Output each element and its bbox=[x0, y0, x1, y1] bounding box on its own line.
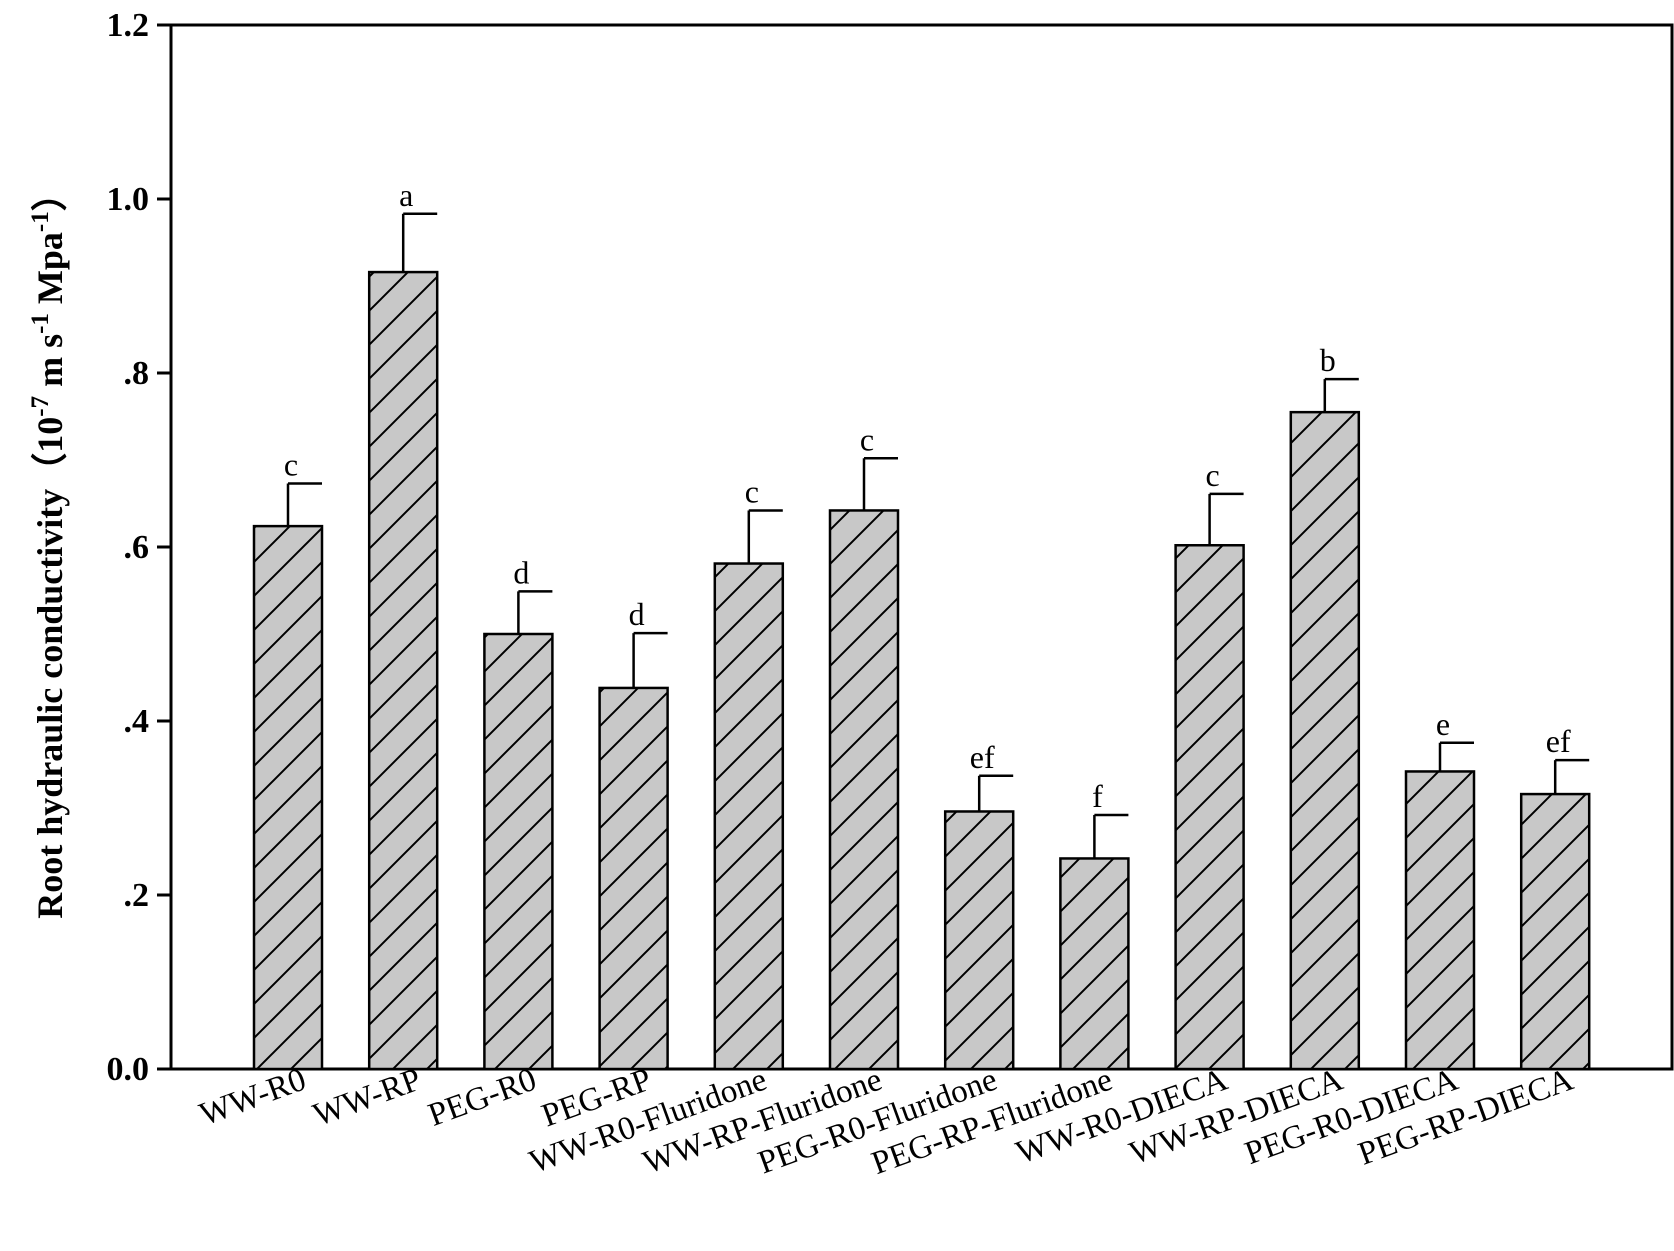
bar bbox=[1174, 544, 1245, 1071]
significance-letter: c bbox=[745, 473, 759, 509]
bars: c a d d c c ef f c b e ef bbox=[252, 177, 1591, 1071]
significance-letter: c bbox=[1205, 457, 1219, 493]
y-tick-label: .8 bbox=[124, 355, 150, 392]
bar bbox=[252, 524, 324, 1071]
significance-letter: c bbox=[860, 421, 874, 457]
significance-letter: f bbox=[1092, 778, 1103, 814]
significance-letter: a bbox=[399, 177, 413, 213]
bar bbox=[1519, 792, 1591, 1071]
bar bbox=[1289, 410, 1361, 1071]
bar bbox=[943, 810, 1015, 1071]
y-tick-label: .2 bbox=[124, 877, 150, 914]
x-axis-labels: WW-R0WW-RPPEG-R0PEG-RPWW-R0-FluridoneWW-… bbox=[195, 1062, 1578, 1182]
bar bbox=[713, 562, 785, 1071]
significance-letter: ef bbox=[970, 739, 995, 775]
y-axis: 0.0 .2 .4 .6 .8 1.0 1.2 bbox=[107, 7, 171, 1088]
y-tick-label: .6 bbox=[124, 529, 150, 566]
bar bbox=[1404, 770, 1476, 1071]
x-tick-label: PEG-R0 bbox=[424, 1062, 541, 1134]
bar bbox=[1059, 857, 1130, 1071]
y-tick-label: 1.0 bbox=[107, 181, 150, 218]
y-tick-label: 1.2 bbox=[107, 7, 150, 44]
x-tick-label: WW-R0 bbox=[195, 1062, 311, 1133]
significance-letter: d bbox=[513, 554, 529, 590]
y-tick-label: 0.0 bbox=[107, 1051, 150, 1088]
significance-letter: d bbox=[629, 596, 645, 632]
x-tick-label: WW-RP bbox=[309, 1062, 426, 1134]
bar bbox=[367, 270, 439, 1071]
significance-letter: c bbox=[284, 446, 298, 482]
bar bbox=[828, 509, 900, 1071]
significance-letter: ef bbox=[1546, 723, 1571, 759]
bar bbox=[598, 686, 669, 1071]
significance-letter: b bbox=[1320, 342, 1336, 378]
bar bbox=[483, 632, 554, 1071]
significance-letter: e bbox=[1436, 706, 1450, 742]
y-tick-label: .4 bbox=[124, 703, 150, 740]
y-axis-title: Root hydraulic conductivity（10-7 m s-1 M… bbox=[27, 175, 70, 919]
